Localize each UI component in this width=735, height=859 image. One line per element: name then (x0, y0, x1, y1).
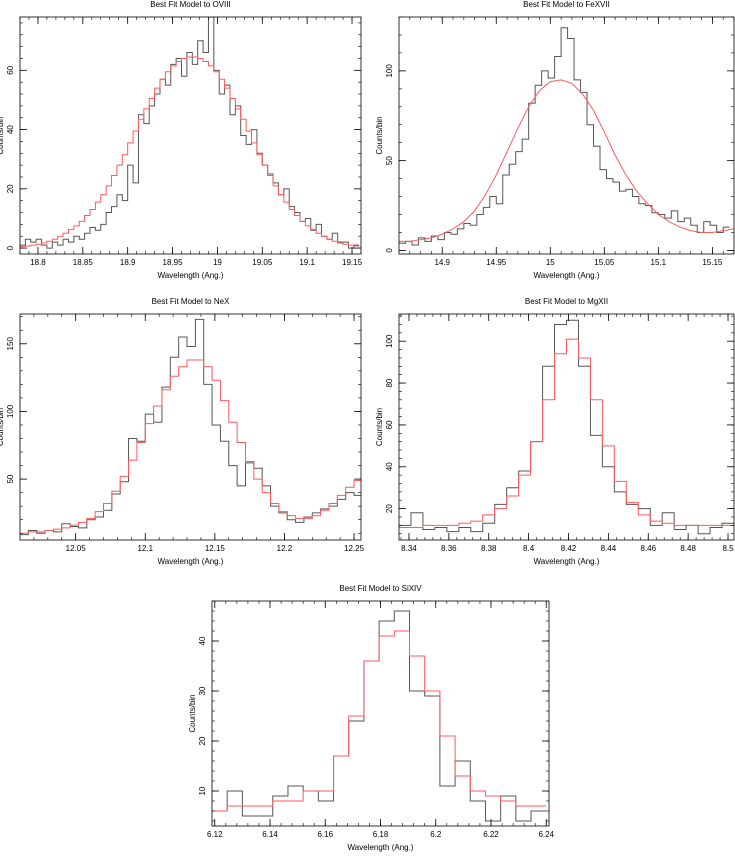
plot-frame (211, 600, 550, 827)
y-tick-label: 30 (198, 686, 207, 695)
x-tick-label: 15.1 (651, 258, 667, 267)
y-tick-label: 60 (385, 420, 394, 429)
x-tick-label: 6.2 (430, 830, 442, 839)
plot-frame (398, 313, 735, 541)
chart-3: Best Fit Model to NeX 12.05 12.1 12.15 12.2 1… (0, 297, 365, 566)
plot-frame (19, 313, 362, 541)
chart-title: Best Fit Model to FeXVII (523, 0, 610, 9)
x-tick-label: 14.95 (486, 258, 507, 267)
y-tick-label: 50 (385, 156, 394, 165)
x-tick-label: 6.16 (317, 830, 333, 839)
y-axis-label: Counts/bin (0, 116, 5, 154)
plot-frame (398, 16, 735, 255)
x-tick-label: 6.24 (538, 830, 554, 839)
x-tick-label: 6.14 (262, 830, 278, 839)
x-tick-label: 12.25 (344, 544, 365, 553)
x-tick-label: 8.46 (640, 544, 656, 553)
x-tick-label: 8.4 (523, 544, 535, 553)
y-tick-label: 50 (6, 474, 15, 483)
series-model-line (399, 79, 734, 242)
series-model-line (20, 359, 361, 534)
y-tick-label: 150 (6, 337, 15, 351)
chart-5: Best Fit Model to SiXIV 6.12 6.14 6.16 6.18 6… (188, 584, 555, 852)
x-tick-label: 15.15 (702, 258, 723, 267)
y-axis-label: Counts/bin (375, 116, 384, 154)
y-tick-label: 10 (198, 786, 207, 795)
series-model-line (20, 56, 360, 248)
x-tick-label: 6.12 (207, 830, 223, 839)
x-tick-label: 19.05 (252, 258, 273, 267)
x-tick-label: 14.9 (434, 258, 450, 267)
x-axis-label: Wavelength (Ang.) (348, 843, 414, 852)
y-tick-label: 20 (198, 736, 207, 745)
x-tick-label: 8.44 (601, 544, 617, 553)
y-tick-label: 20 (385, 504, 394, 513)
x-tick-label: 12.1 (137, 544, 153, 553)
y-tick-label: 40 (385, 462, 394, 471)
y-tick-label: 100 (385, 64, 394, 78)
y-tick-label: 60 (6, 65, 15, 74)
chart-4: Best Fit Model to MgXII 8.34 8.36 8.38 8.4 8.… (375, 297, 735, 566)
series-data-line (20, 318, 361, 536)
y-tick-label: 100 (385, 334, 394, 348)
chart-2: Best Fit Model to FeXVII 14.9 14.95 15 15.05… (375, 0, 735, 280)
x-tick-label: 8.36 (441, 544, 457, 553)
y-tick-label: 100 (6, 404, 15, 418)
y-tick-label: 0 (385, 248, 394, 253)
x-axis-label: Wavelength (Ang.) (158, 557, 224, 566)
y-tick-label: 40 (198, 636, 207, 645)
y-tick-label: 0 (6, 245, 15, 250)
chart-title: Best Fit Model to MgXII (525, 297, 608, 306)
y-axis-label: Counts/bin (375, 408, 384, 446)
chart-title: Best Fit Model to NeX (152, 297, 230, 306)
x-tick-label: 8.42 (561, 544, 577, 553)
x-tick-label: 8.38 (481, 544, 497, 553)
series-data-line (399, 27, 730, 246)
y-tick-label: 20 (6, 184, 15, 193)
series-data-line (399, 319, 734, 535)
x-axis-label: Wavelength (Ang.) (158, 271, 224, 280)
y-tick-label: 40 (6, 125, 15, 134)
x-tick-label: 12.15 (205, 544, 226, 553)
y-axis-label: Counts/bin (188, 694, 197, 732)
x-tick-label: 8.5 (722, 544, 734, 553)
x-tick-label: 12.2 (277, 544, 293, 553)
x-tick-label: 8.48 (680, 544, 696, 553)
series-model-line (399, 338, 734, 528)
x-tick-label: 19.1 (299, 258, 315, 267)
chart-title: Best Fit Model to OVIII (150, 0, 230, 9)
x-axis-label: Wavelength (Ang.) (534, 271, 600, 280)
x-tick-label: 18.95 (163, 258, 184, 267)
x-tick-label: 18.8 (30, 258, 46, 267)
y-axis-label: Counts/bin (0, 408, 5, 446)
x-tick-label: 19.15 (342, 258, 363, 267)
x-tick-label: 15.05 (594, 258, 615, 267)
x-tick-label: 18.9 (120, 258, 136, 267)
x-tick-label: 19 (213, 258, 222, 267)
x-axis-label: Wavelength (Ang.) (534, 557, 600, 566)
series-model-line (212, 630, 547, 812)
x-tick-label: 12.05 (66, 544, 87, 553)
y-tick-label: 80 (385, 378, 394, 387)
x-tick-label: 15 (546, 258, 555, 267)
x-tick-label: 6.22 (483, 830, 499, 839)
x-tick-label: 8.34 (401, 544, 417, 553)
x-tick-label: 18.85 (73, 258, 94, 267)
chart-1: Best Fit Model to OVIII 18.8 18.85 18.9 18.9… (0, 0, 363, 280)
series-data-line (212, 610, 547, 822)
x-tick-label: 6.18 (373, 830, 389, 839)
series-data-line (20, 17, 360, 249)
chart-title: Best Fit Model to SiXIV (339, 584, 422, 593)
